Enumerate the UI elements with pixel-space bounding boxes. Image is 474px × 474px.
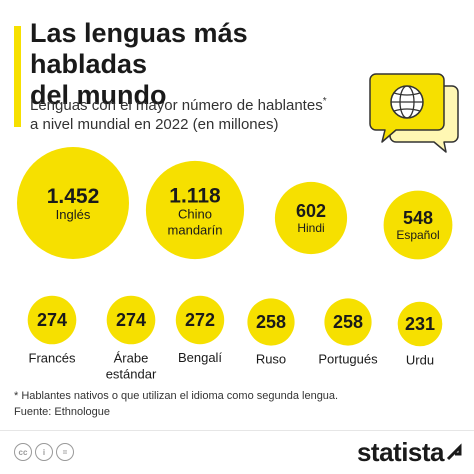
subtitle-line-1: Lenguas con el mayor número de hablantes… xyxy=(30,92,370,115)
title-line-2: del mundo xyxy=(30,80,167,110)
value-label-bengali: 272 xyxy=(185,310,215,330)
footnote-definition: * Hablantes nativos o que utilizan el id… xyxy=(14,390,339,402)
bubble-urdu xyxy=(397,301,443,347)
value-label-ingles: 1.452 xyxy=(47,185,100,208)
value-label-ruso: 258 xyxy=(256,312,286,332)
category-label-arabe-estandar: Árabe xyxy=(114,350,149,365)
globe-speech-bubble-icon xyxy=(369,73,459,153)
subtitle-text: Lenguas con el mayor número de hablantes xyxy=(30,97,323,114)
statista-logo-mark-icon xyxy=(446,443,462,461)
bubble-ingles xyxy=(17,147,129,259)
bubble-chino-mandarin xyxy=(145,160,245,260)
category-label-espanol: Español xyxy=(396,228,439,242)
footnote-source: Fuente: Ethnologue xyxy=(14,406,111,418)
license-icons: cc i = xyxy=(14,443,74,461)
bubble-frances xyxy=(27,295,77,345)
category-label-frances: Francés xyxy=(29,350,76,365)
subtitle-line-2: a nivel mundial en 2022 (en millones) xyxy=(30,116,279,133)
bubble-ruso xyxy=(247,298,295,346)
value-label-hindi: 602 xyxy=(296,201,326,221)
bubble-hindi xyxy=(274,181,348,255)
title-accent-bar xyxy=(14,26,21,127)
cc-icon[interactable]: cc xyxy=(14,443,32,461)
category-label-urdu: Urdu xyxy=(406,352,434,367)
attribution-icon[interactable]: i xyxy=(35,443,53,461)
category-label-hindi: Hindi xyxy=(297,221,324,235)
title-line-1: Las lenguas más habladas xyxy=(30,18,248,79)
bubble-arabe-estandar xyxy=(106,295,156,345)
footer: cc i = statista xyxy=(0,430,474,474)
category-label-chino-mandarin: mandarín xyxy=(168,223,223,238)
subtitle-footnote-marker: * xyxy=(322,96,327,107)
bubble-bengali xyxy=(175,295,225,345)
value-label-urdu: 231 xyxy=(405,314,435,334)
statista-logo[interactable]: statista xyxy=(356,437,445,467)
category-label-ingles: Inglés xyxy=(56,207,91,222)
value-label-portugues: 258 xyxy=(333,312,363,332)
category-label-arabe-estandar: estándar xyxy=(106,366,157,381)
subtitle: Lenguas con el mayor número de hablantes… xyxy=(30,92,370,134)
value-label-frances: 274 xyxy=(37,310,67,330)
category-label-ruso: Ruso xyxy=(256,352,286,367)
category-label-portugues: Portugués xyxy=(318,352,378,367)
footnote: * Hablantes nativos o que utilizan el id… xyxy=(14,388,338,420)
value-label-chino-mandarin: 1.118 xyxy=(169,185,221,208)
category-label-chino-mandarin: Chino xyxy=(178,207,212,222)
no-derivatives-icon[interactable]: = xyxy=(56,443,74,461)
bubble-portugues xyxy=(324,298,372,346)
bubble-espanol xyxy=(383,190,453,260)
value-label-arabe-estandar: 274 xyxy=(116,310,146,330)
category-label-bengali: Bengalí xyxy=(178,350,222,365)
value-label-espanol: 548 xyxy=(403,208,433,228)
page-title: Las lenguas más habladas del mundo xyxy=(30,18,370,111)
